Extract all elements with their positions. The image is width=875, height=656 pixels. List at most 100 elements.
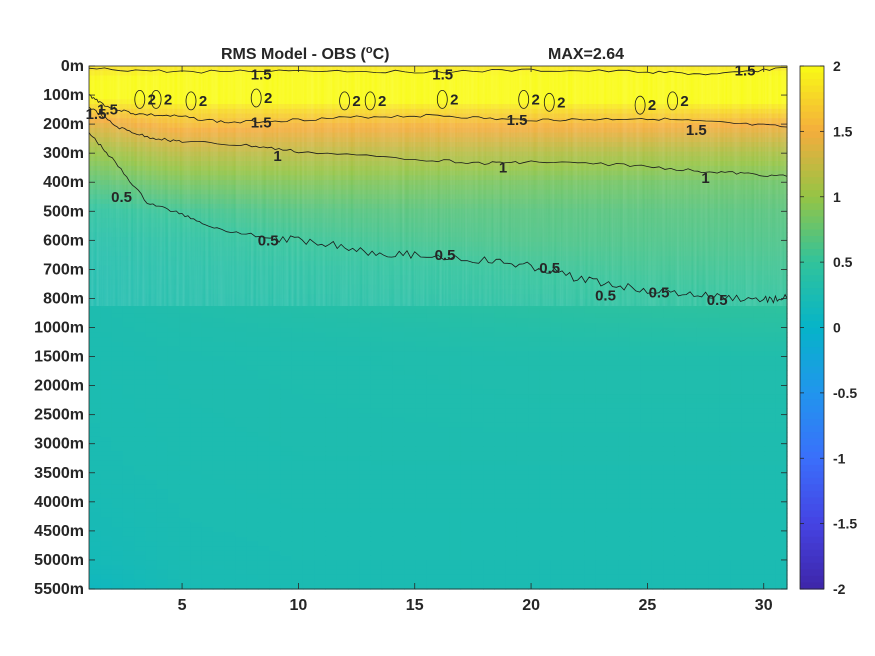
heatmap-cell: [741, 337, 754, 343]
heatmap-cell: [224, 417, 236, 424]
heatmap-cell: [280, 346, 293, 352]
heatmap-cell: [179, 432, 191, 438]
heatmap-cell: [269, 436, 281, 443]
heatmap-cell: [336, 446, 349, 452]
heatmap-cell: [483, 441, 495, 447]
heatmap-cell: [753, 417, 766, 424]
heatmap-cell: [629, 303, 642, 310]
heatmap-cell: [528, 375, 540, 381]
heatmap-cell: [235, 332, 248, 338]
heatmap-cell: [145, 332, 158, 338]
heatmap-cell: [483, 417, 495, 424]
heatmap-cell: [483, 341, 495, 348]
heatmap-cell: [156, 427, 169, 433]
heatmap-cell: [167, 422, 180, 428]
heatmap-cell: [257, 322, 270, 329]
heatmap-cell: [167, 446, 180, 452]
heatmap-cell: [100, 308, 113, 314]
heatmap-cell: [561, 403, 574, 409]
heatmap-cell: [516, 313, 529, 319]
heatmap-cell: [741, 394, 754, 400]
heatmap-cell: [224, 332, 236, 338]
heatmap-cell: [640, 427, 653, 433]
heatmap-cell: [629, 384, 642, 390]
heatmap-cell: [505, 379, 518, 386]
heatmap-cell: [235, 370, 248, 376]
heatmap-cell: [325, 403, 338, 409]
heatmap-cell: [100, 322, 113, 329]
heatmap-cell: [100, 403, 113, 409]
heatmap-cell: [370, 408, 383, 414]
heatmap-cell: [674, 432, 687, 438]
heatmap-cell: [257, 398, 270, 405]
heatmap-cell: [471, 417, 484, 424]
heatmap-cell: [618, 394, 630, 400]
heatmap-cell: [280, 389, 293, 395]
heatmap-cell: [584, 379, 597, 386]
heatmap-cell: [89, 360, 101, 367]
heatmap-cell: [674, 337, 687, 343]
heatmap-cell: [246, 346, 259, 352]
heatmap-cell: [550, 379, 563, 386]
heatmap-cell: [696, 351, 709, 357]
heatmap-cell: [325, 346, 338, 352]
heatmap-cell: [235, 351, 248, 357]
heatmap-cell: [145, 441, 158, 447]
heatmap-cell: [167, 308, 180, 314]
heatmap-cell: [246, 332, 259, 338]
heatmap-cell: [460, 337, 473, 343]
heatmap-cell: [573, 317, 585, 324]
heatmap-cell: [685, 441, 698, 447]
heatmap-cell: [708, 403, 721, 409]
heatmap-cell: [708, 332, 721, 338]
heatmap-cell: [685, 432, 698, 438]
heatmap-cell: [179, 389, 191, 395]
heatmap-cell: [505, 436, 518, 443]
heatmap-cell: [629, 308, 642, 314]
heatmap-cell: [291, 394, 304, 400]
heatmap-cell: [584, 408, 597, 414]
heatmap-cell: [629, 322, 642, 329]
heatmap-cell: [640, 337, 653, 343]
heatmap-cell: [302, 403, 315, 409]
heatmap-cell: [584, 341, 597, 348]
heatmap-cell: [314, 408, 327, 414]
heatmap-cell: [708, 413, 721, 419]
heatmap-cell: [438, 370, 450, 376]
heatmap-cell: [370, 446, 383, 452]
heatmap-cell: [314, 384, 327, 390]
heatmap-cell: [280, 303, 293, 310]
heatmap-cell: [685, 375, 698, 381]
heatmap-cell: [122, 408, 135, 414]
heatmap-cell: [640, 308, 653, 314]
heatmap-cell: [145, 413, 158, 419]
heatmap-cell: [370, 308, 383, 314]
heatmap-cell: [775, 441, 788, 447]
heatmap-cell: [89, 308, 101, 314]
heatmap-cell: [122, 351, 135, 357]
heatmap-cell: [696, 322, 709, 329]
heatmap-cell: [190, 327, 203, 333]
heatmap-cell: [336, 370, 349, 376]
heatmap-cell: [651, 375, 664, 381]
heatmap-cell: [359, 308, 372, 314]
heatmap-cell: [438, 403, 450, 409]
heatmap-cell: [685, 370, 698, 376]
heatmap-cell: [674, 303, 687, 310]
heatmap-cell: [674, 351, 687, 357]
heatmap-cell: [449, 370, 462, 376]
heatmap-cell: [156, 384, 169, 390]
heatmap-cell: [516, 356, 529, 362]
heatmap-cell: [224, 337, 236, 343]
heatmap-cell: [314, 341, 327, 348]
heatmap-cell: [404, 403, 417, 409]
heatmap-cell: [100, 317, 113, 324]
heatmap-cell: [291, 341, 304, 348]
heatmap-cell: [719, 375, 732, 381]
heatmap-cell: [100, 417, 113, 424]
heatmap-cell: [302, 413, 315, 419]
heatmap-cell: [179, 332, 191, 338]
heatmap-cell: [235, 337, 248, 343]
heatmap-cell: [606, 413, 619, 419]
heatmap-cell: [449, 389, 462, 395]
